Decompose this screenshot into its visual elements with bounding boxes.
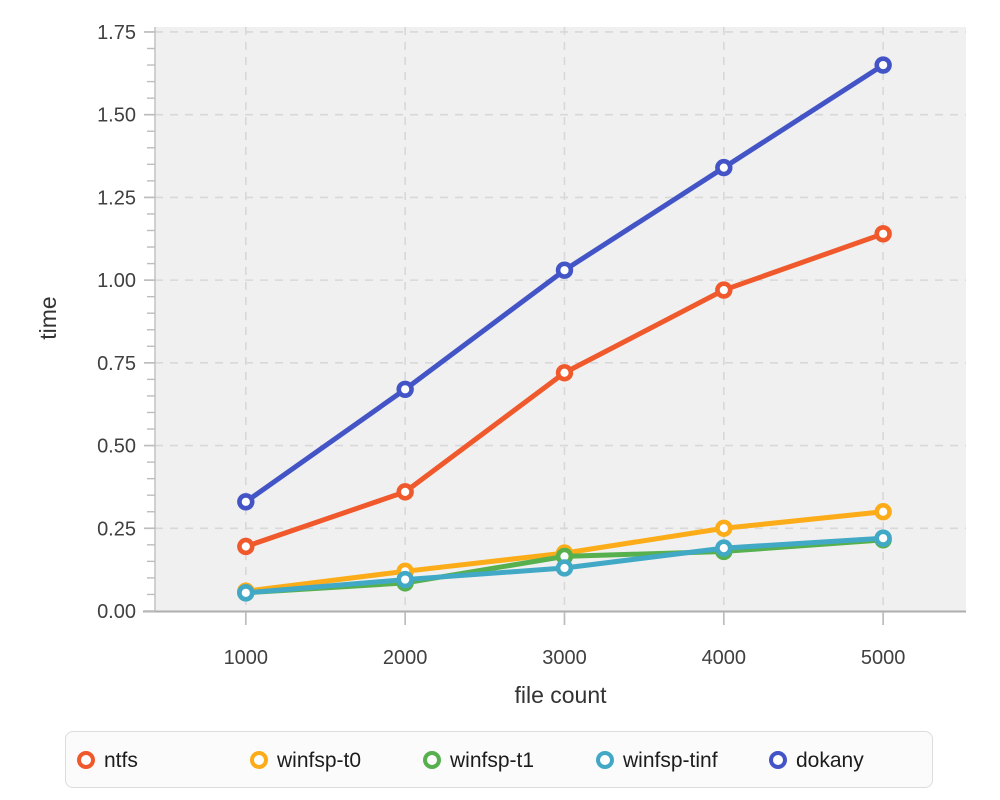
marker-dokany-5000 <box>874 56 892 74</box>
x-tick-label: 5000 <box>861 647 906 669</box>
legend-marker-icon-ntfs <box>77 750 95 769</box>
y-tick-label: 0.25 <box>97 518 136 540</box>
legend-label: winfsp-tinf <box>623 748 718 772</box>
legend-label: ntfs <box>104 748 138 772</box>
x-tick-label: 1000 <box>224 647 269 669</box>
marker-winfsp-tinf-3000 <box>555 559 574 577</box>
y-tick-label: 0.50 <box>97 436 136 458</box>
y-tick-label: 1.25 <box>97 187 136 209</box>
marker-dokany-3000 <box>555 261 574 279</box>
marker-winfsp-tinf-1000 <box>237 584 255 602</box>
marker-winfsp-tinf-5000 <box>874 529 892 547</box>
legend-marker-icon-winfsp-t1 <box>423 750 441 769</box>
x-tick-label: 2000 <box>383 647 428 669</box>
marker-ntfs-5000 <box>874 225 892 243</box>
legend-marker-icon-winfsp-tinf <box>596 750 614 769</box>
marker-winfsp-tinf-4000 <box>715 539 733 557</box>
marker-ntfs-3000 <box>555 364 574 382</box>
x-axis-title: file count <box>514 682 607 708</box>
plot-area <box>155 27 966 611</box>
y-tick-label: 1.75 <box>97 22 136 44</box>
x-tick-label: 3000 <box>542 647 587 669</box>
marker-dokany-1000 <box>237 493 255 511</box>
marker-ntfs-1000 <box>237 537 255 556</box>
legend-label: dokany <box>796 748 864 772</box>
legend-marker-icon-dokany <box>769 750 787 769</box>
legend-label: winfsp-t0 <box>277 748 362 772</box>
marker-ntfs-2000 <box>396 483 414 501</box>
y-tick-label: 0.75 <box>97 353 136 375</box>
y-tick-label: 1.00 <box>97 270 136 292</box>
legend-item-winfsp-tinf: winfsp-tinf <box>596 749 769 771</box>
marker-ntfs-4000 <box>715 281 733 299</box>
line-chart: 0.00 0.25 0.50 0.75 1.00 1.25 1.50 1.75 1000 2000… <box>35 22 966 708</box>
legend-item-winfsp-t1: winfsp-t1 <box>423 749 596 771</box>
marker-dokany-4000 <box>715 158 733 177</box>
x-tick-label: 4000 <box>702 647 747 669</box>
y-tick-label: 0.00 <box>97 601 136 623</box>
y-tick-label: 1.50 <box>97 105 136 127</box>
marker-winfsp-t0-4000 <box>715 519 733 537</box>
legend-label: winfsp-t1 <box>450 748 535 772</box>
legend-item-winfsp-t0: winfsp-t0 <box>250 749 423 771</box>
y-axis-title: time <box>35 296 61 339</box>
legend-item-dokany: dokany <box>769 749 864 771</box>
marker-winfsp-tinf-2000 <box>396 570 414 589</box>
marker-dokany-2000 <box>396 380 414 399</box>
marker-winfsp-t0-5000 <box>874 503 892 521</box>
legend: ntfs winfsp-t0 winfsp-t1 winfsp-tinf dokany <box>65 731 933 788</box>
legend-marker-icon-winfsp-t0 <box>250 750 268 769</box>
legend-item-ntfs: ntfs <box>77 749 250 771</box>
